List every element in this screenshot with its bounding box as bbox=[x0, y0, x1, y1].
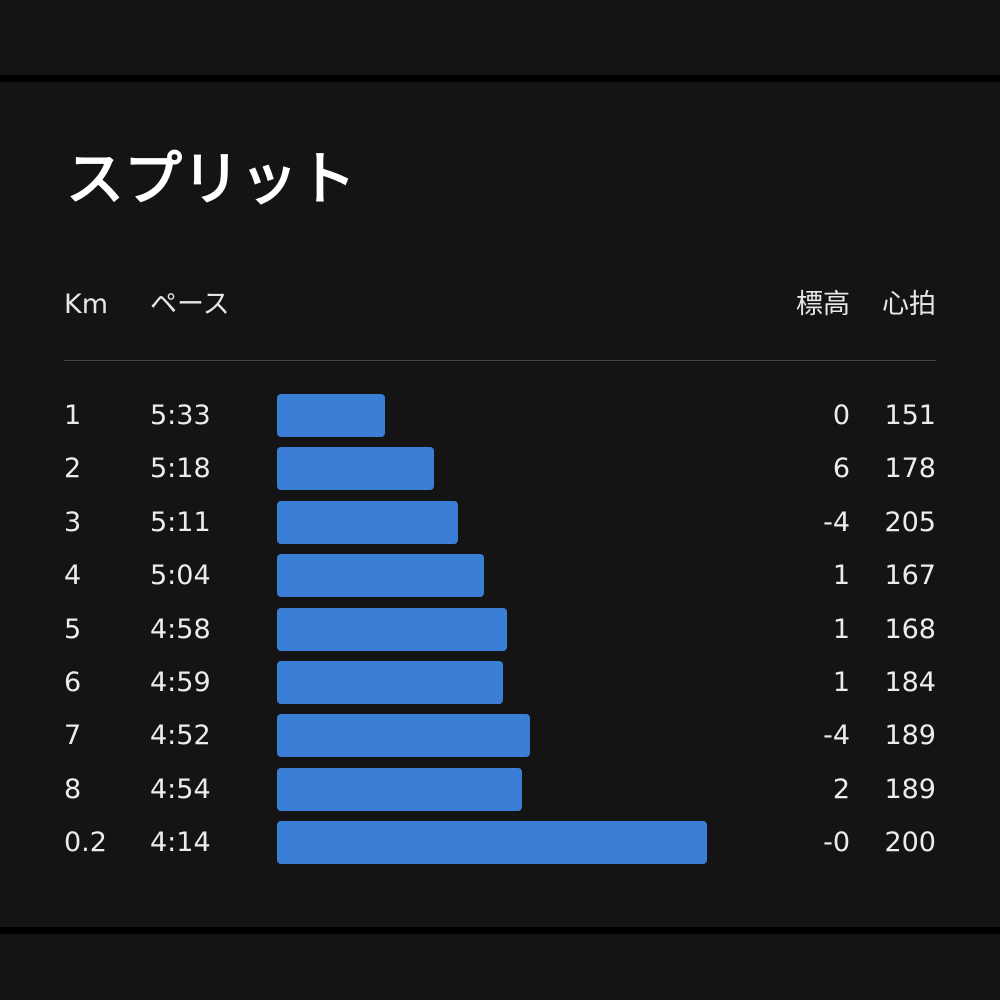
pace-bar bbox=[277, 554, 484, 598]
split-elevation: 6 bbox=[832, 453, 850, 485]
split-elevation: -0 bbox=[823, 827, 850, 859]
split-pace: 4:59 bbox=[150, 667, 211, 698]
pace-bar bbox=[277, 607, 507, 651]
split-km: 7 bbox=[64, 720, 82, 752]
split-km: 3 bbox=[64, 506, 82, 538]
split-km: 6 bbox=[64, 667, 82, 698]
split-km: 8 bbox=[64, 773, 82, 805]
splits-panel: スプリット Km ペース 標高 心拍 1 5:33 0 151 2 5:18 6 178 3 5:… bbox=[0, 82, 1000, 927]
split-row: 1 5:33 0 151 bbox=[0, 394, 1000, 437]
split-elevation: 1 bbox=[832, 667, 850, 698]
split-km: 5 bbox=[64, 613, 82, 645]
split-row: 5 4:58 1 168 bbox=[0, 607, 1000, 651]
split-pace: 4:14 bbox=[150, 827, 211, 859]
bottom-band bbox=[0, 934, 1000, 1000]
split-km: 0.2 bbox=[64, 827, 107, 859]
top-band bbox=[0, 0, 1000, 75]
split-heart-rate: 167 bbox=[884, 560, 936, 592]
pace-bar bbox=[277, 447, 434, 491]
split-heart-rate: 178 bbox=[884, 453, 936, 485]
pace-bar bbox=[277, 767, 522, 811]
split-elevation: 2 bbox=[832, 773, 850, 805]
split-row: 4 5:04 1 167 bbox=[0, 554, 1000, 598]
split-km: 2 bbox=[64, 453, 82, 485]
pace-bar bbox=[277, 821, 707, 865]
split-row: 7 4:52 -4 189 bbox=[0, 714, 1000, 758]
split-km: 4 bbox=[64, 560, 82, 592]
pace-bar bbox=[277, 661, 503, 704]
split-pace: 5:33 bbox=[150, 400, 211, 431]
header-divider bbox=[64, 360, 936, 361]
split-pace: 4:58 bbox=[150, 613, 211, 645]
split-heart-rate: 200 bbox=[884, 827, 936, 859]
split-row: 0.2 4:14 -0 200 bbox=[0, 821, 1000, 865]
split-elevation: 1 bbox=[832, 613, 850, 645]
split-pace: 5:11 bbox=[150, 506, 211, 538]
split-heart-rate: 189 bbox=[884, 773, 936, 805]
pace-bar bbox=[277, 714, 530, 758]
split-pace: 4:54 bbox=[150, 773, 211, 805]
split-row: 3 5:11 -4 205 bbox=[0, 500, 1000, 544]
page-title: スプリット bbox=[66, 145, 357, 213]
split-pace: 4:52 bbox=[150, 720, 211, 752]
split-km: 1 bbox=[64, 400, 82, 431]
split-heart-rate: 189 bbox=[884, 720, 936, 752]
header-heart-rate: 心拍 bbox=[882, 289, 936, 320]
pace-bar bbox=[277, 394, 385, 437]
header-pace: ペース bbox=[150, 289, 230, 320]
split-heart-rate: 205 bbox=[884, 506, 936, 538]
header-elevation: 標高 bbox=[796, 289, 850, 320]
split-elevation: -4 bbox=[823, 506, 850, 538]
split-elevation: -4 bbox=[823, 720, 850, 752]
pace-bar bbox=[277, 500, 458, 544]
split-heart-rate: 168 bbox=[884, 613, 936, 645]
split-row: 6 4:59 1 184 bbox=[0, 661, 1000, 704]
split-elevation: 1 bbox=[832, 560, 850, 592]
split-pace: 5:04 bbox=[150, 560, 211, 592]
split-pace: 5:18 bbox=[150, 453, 211, 485]
split-heart-rate: 184 bbox=[884, 667, 936, 698]
split-row: 8 4:54 2 189 bbox=[0, 767, 1000, 811]
split-row: 2 5:18 6 178 bbox=[0, 447, 1000, 491]
split-heart-rate: 151 bbox=[884, 400, 936, 431]
header-km: Km bbox=[64, 289, 109, 320]
split-elevation: 0 bbox=[832, 400, 850, 431]
